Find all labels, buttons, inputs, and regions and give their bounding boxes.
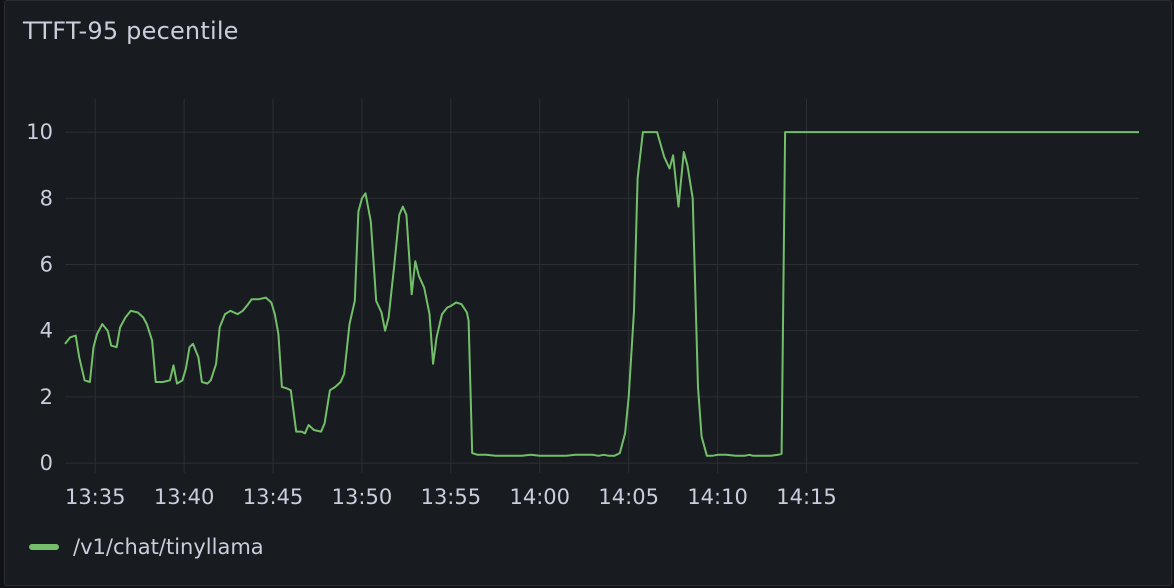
x-tick-label: 13:45 [243, 485, 304, 509]
x-tick-label: 14:10 [687, 485, 748, 509]
y-tick-label: 6 [40, 252, 53, 276]
x-axis: 13:35 13:40 13:45 13:50 13:55 14:00 14:05 14:10… [65, 485, 837, 509]
y-tick-label: 0 [40, 451, 53, 475]
legend-label[interactable]: /v1/chat/tinyllama [73, 535, 264, 559]
grid [65, 99, 1139, 473]
x-tick-label: 13:50 [332, 485, 393, 509]
y-tick-label: 4 [40, 319, 53, 343]
y-tick-label: 8 [40, 186, 53, 210]
y-axis: 0 2 4 6 8 10 [26, 120, 53, 475]
y-tick-label: 10 [26, 120, 53, 144]
x-tick-label: 14:00 [509, 485, 570, 509]
panel-title[interactable]: TTFT-95 pecentile [23, 17, 239, 45]
x-tick-label: 13:35 [65, 485, 126, 509]
chart-panel: TTFT-95 pecentile 0 2 4 6 8 10 13:35 13:40 13:4… [4, 0, 1172, 586]
legend: /v1/chat/tinyllama [29, 531, 264, 563]
series-line[interactable] [64, 131, 1139, 457]
line-chart[interactable]: 0 2 4 6 8 10 13:35 13:40 13:45 13:50 13:55 14:00 14… [5, 1, 1171, 585]
series-layer [64, 131, 1139, 457]
y-tick-label: 2 [40, 385, 53, 409]
x-tick-label: 13:55 [421, 485, 482, 509]
legend-swatch[interactable] [29, 544, 59, 550]
x-tick-label: 13:40 [154, 485, 215, 509]
x-tick-label: 14:15 [776, 485, 837, 509]
x-tick-label: 14:05 [598, 485, 659, 509]
